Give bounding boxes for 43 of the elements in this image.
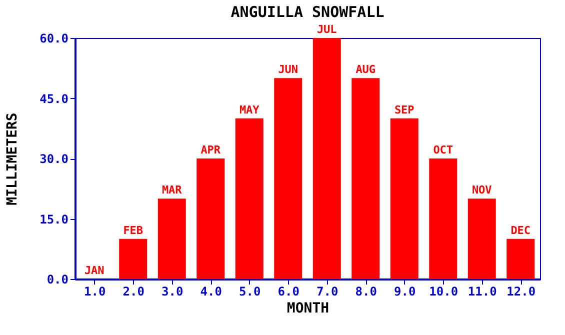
annotation: JAN (84, 264, 104, 277)
annotation: MAR (162, 184, 182, 197)
annotation: NOV (472, 184, 492, 197)
y-tick-label: 0.0 (46, 272, 68, 286)
bar (468, 198, 496, 279)
bar (235, 118, 264, 279)
x-tick-label: 10.0 (429, 284, 458, 298)
x-tick-label: 11.0 (468, 284, 497, 298)
bar (274, 78, 302, 279)
x-tick-label: 9.0 (394, 284, 416, 298)
annotation: OCT (433, 144, 454, 156)
bar (158, 198, 186, 279)
bar (352, 78, 380, 279)
x-tick-label: 12.0 (506, 284, 536, 298)
annotation: JUL (316, 23, 338, 36)
chart-title: ANGUILLA SNOWFALL (230, 3, 384, 21)
x-tick-label: 6.0 (278, 284, 300, 298)
y-axis-title: MILLIMETERS (4, 112, 21, 206)
x-axis-title: MONTH (286, 300, 330, 316)
annotation: SEP (394, 103, 415, 116)
x-tick-label: 5.0 (239, 284, 261, 298)
x-tick-label: 1.0 (84, 284, 106, 298)
x-tick-label: 7.0 (316, 284, 338, 298)
annotation: AUG (356, 63, 376, 76)
bar (429, 158, 458, 279)
x-tick-label: 8.0 (355, 284, 377, 298)
annotation: JUN (278, 63, 298, 76)
x-tick-label: 2.0 (122, 284, 144, 298)
annotation: FEB (123, 224, 144, 237)
y-tick-label: 15.0 (40, 212, 68, 226)
x-tick-label: 3.0 (162, 284, 184, 298)
bar (506, 238, 535, 279)
y-tick-label: 30.0 (40, 152, 68, 166)
annotation: APR (200, 144, 221, 156)
annotation: MAY (239, 103, 260, 116)
bar (196, 158, 225, 279)
y-tick-label: 45.0 (40, 92, 68, 106)
bar (390, 118, 418, 279)
x-tick-label: 4.0 (200, 284, 222, 298)
bar (312, 38, 341, 279)
bar (119, 238, 148, 279)
annotation: DEC (510, 224, 531, 237)
y-tick-label: 60.0 (40, 32, 68, 46)
